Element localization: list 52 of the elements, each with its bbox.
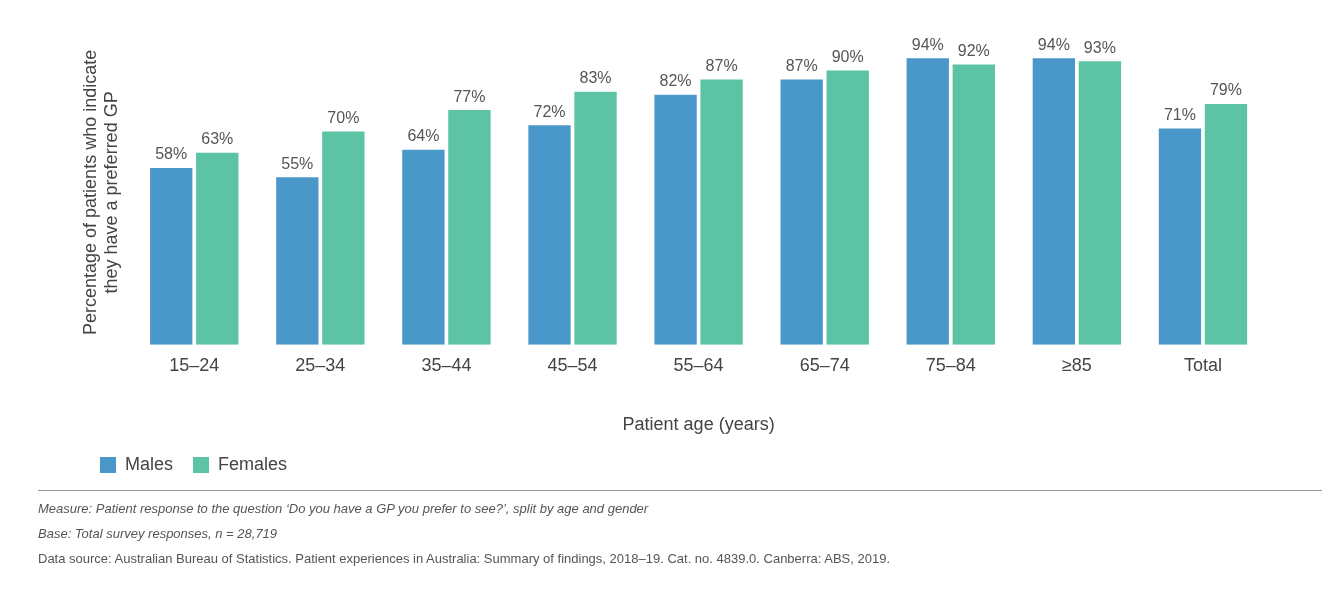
source-note: Data source: Australian Bureau of Statistics. Patient experiences in Australia: Summary of findings, 2018–19. Cat. no. 4839.0. Canberra: ABS, 2019. [38, 551, 891, 566]
bar [528, 125, 571, 345]
bar [448, 110, 491, 345]
x-tick-label: 25–34 [295, 354, 346, 375]
text: Measure: Patient response to the question ‘Do you have a GP you prefer to see?’, split by age and gender [38, 501, 650, 516]
bar [780, 79, 823, 345]
data-label: 93% [1083, 38, 1116, 56]
data-label: 79% [1209, 81, 1242, 99]
x-tick-label: Total [1183, 354, 1222, 375]
bar [196, 152, 239, 345]
data-label: 94% [1037, 35, 1070, 53]
bar [150, 168, 193, 345]
data-label: 71% [1163, 105, 1196, 123]
data-label: 72% [533, 102, 566, 120]
data-label: 90% [831, 47, 864, 65]
bar [826, 70, 869, 345]
bar [322, 131, 365, 345]
legend-label: Males [125, 453, 174, 474]
data-label: 77% [453, 87, 486, 105]
x-tick-label: 55–64 [673, 354, 724, 375]
bar [1204, 104, 1248, 345]
data-label: 92% [957, 41, 990, 59]
bar [654, 94, 697, 345]
bar [402, 149, 445, 345]
text: Base: Total survey responses, n = 28,719 [38, 526, 279, 541]
data-label: 55% [281, 154, 314, 172]
legend-label: Females [218, 453, 288, 474]
data-label: 64% [407, 127, 440, 145]
bar [700, 79, 743, 345]
x-tick-label: 35–44 [421, 354, 472, 375]
bar [574, 91, 617, 345]
data-label: 63% [201, 130, 234, 148]
data-label: 87% [785, 57, 818, 75]
bar [906, 58, 949, 345]
x-tick-label: 65–74 [799, 354, 850, 375]
x-axis-title: Patient age (years) [622, 414, 775, 435]
data-label: 87% [705, 57, 738, 75]
data-label: 70% [327, 108, 360, 126]
x-tick-label: ≥85 [1061, 354, 1092, 375]
x-tick-label: 75–84 [925, 354, 976, 375]
data-label: 82% [659, 72, 692, 90]
bar [1078, 61, 1122, 345]
data-label: 83% [579, 69, 612, 87]
x-tick-label: 15–24 [169, 354, 220, 375]
bar [1032, 58, 1076, 345]
data-label: 58% [155, 145, 188, 163]
data-label: 94% [911, 35, 944, 53]
bar [952, 64, 995, 345]
x-tick-label: 45–54 [547, 354, 598, 375]
bar [1158, 128, 1202, 345]
y-axis-title: Percentage of patients who indicate they have a preferred GP [79, 49, 122, 335]
bar [276, 177, 319, 345]
